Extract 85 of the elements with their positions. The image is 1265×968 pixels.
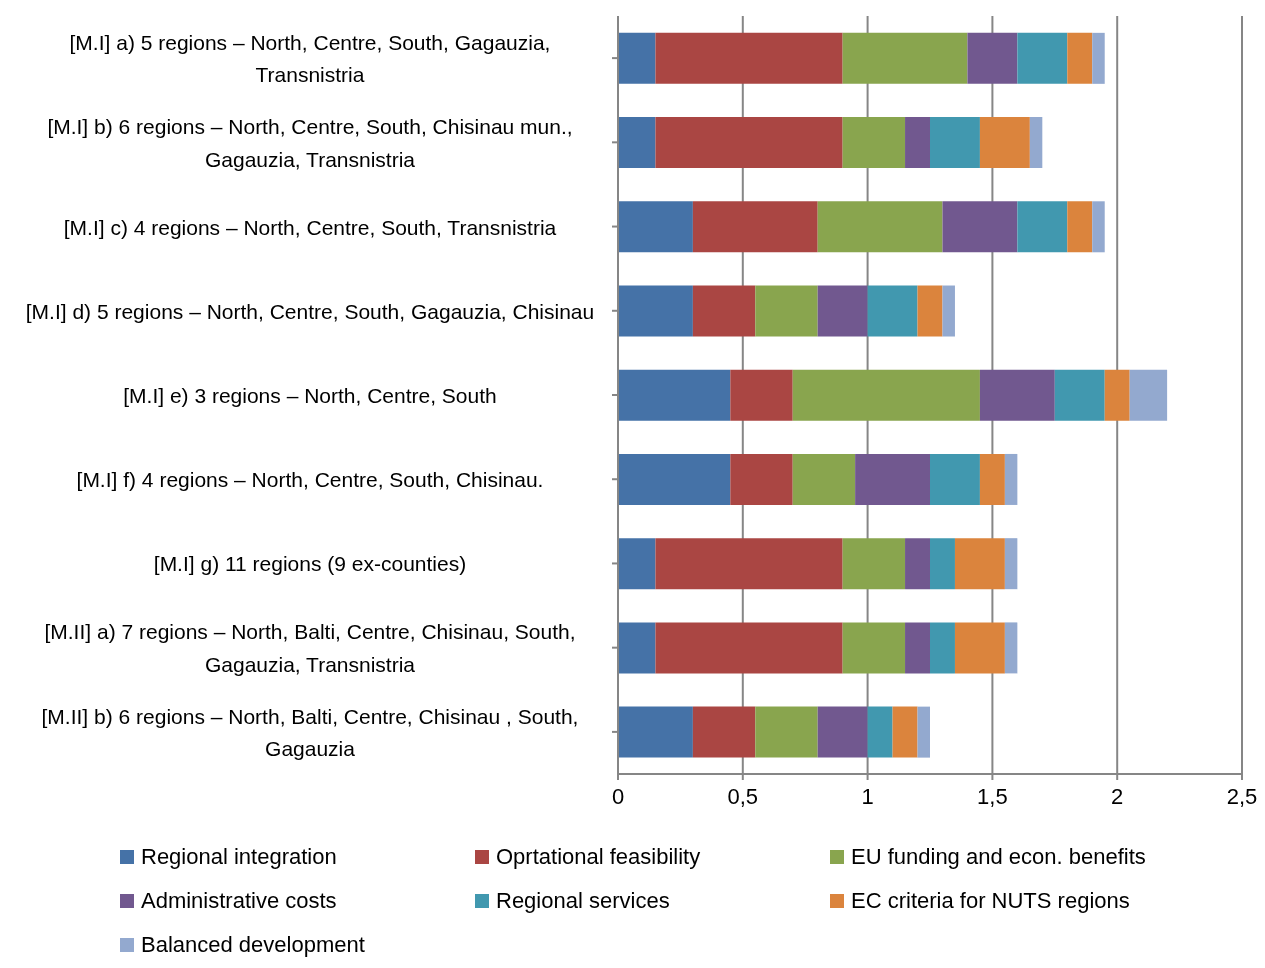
bar [618, 201, 693, 253]
legend-label: Balanced development [141, 932, 365, 958]
bar [1129, 369, 1168, 421]
y-tick-label: [M.I] f) 4 regions – North, Centre, South, Chisinau. [76, 467, 544, 491]
y-tick-label: [M.I] c) 4 regions – North, Centre, South, Transnistria [63, 215, 557, 239]
bar [692, 706, 756, 758]
x-tick-label: 1 [861, 783, 874, 809]
bar [979, 453, 1005, 505]
x-tick-label: 2,5 [1226, 783, 1258, 809]
bar [1054, 369, 1105, 421]
bar [892, 706, 918, 758]
y-tick-label: [M.I] e) 3 regions – North, Centre, South [123, 383, 497, 407]
bar [692, 201, 818, 253]
bar [1017, 201, 1068, 253]
bar [618, 538, 656, 590]
bar [618, 32, 656, 84]
bar [1004, 453, 1018, 505]
legend-label: EU funding and econ. benefits [851, 844, 1146, 870]
bar [954, 622, 1005, 674]
bar [1004, 622, 1018, 674]
bar [618, 622, 656, 674]
bar [1067, 201, 1093, 253]
bar [1067, 32, 1093, 84]
bar [730, 369, 793, 421]
bar [618, 706, 693, 758]
bar [792, 453, 856, 505]
bar [1104, 369, 1130, 421]
bar [618, 285, 693, 337]
bar [655, 117, 843, 169]
bar [942, 201, 1018, 253]
bar [618, 117, 656, 169]
bar [618, 453, 731, 505]
y-tick-label: [M.I] d) 5 regions – North, Centre, South, Gagauzia, Chisinau [25, 299, 595, 323]
legend-label: Administrative costs [141, 888, 337, 914]
bar [655, 538, 843, 590]
bar [930, 453, 980, 505]
bar [979, 369, 1055, 421]
legend-label: Regional services [496, 888, 670, 914]
bar [917, 706, 930, 758]
legend-label: Oprtational feasibility [496, 844, 701, 870]
bar [967, 32, 1018, 84]
x-tick-label: 0 [611, 783, 625, 809]
bar [817, 706, 868, 758]
bar [905, 117, 930, 169]
bar [979, 117, 1030, 169]
bar [1029, 117, 1043, 169]
bar [730, 453, 793, 505]
bar [618, 369, 731, 421]
bar [867, 706, 893, 758]
bar [792, 369, 980, 421]
x-tick-label: 2 [1111, 783, 1124, 809]
bar [842, 622, 906, 674]
bar [905, 622, 930, 674]
y-tick-label: [M.I] b) 6 regions – North, Centre, South, Chisinau mun., Gagauzia, Transnistria [47, 114, 573, 171]
bar [842, 32, 968, 84]
bar [942, 285, 955, 337]
bar [930, 538, 955, 590]
bar [1004, 538, 1018, 590]
bar [842, 538, 906, 590]
bar [930, 117, 980, 169]
y-tick-label: [M.II] a) 7 regions – North, Balti, Centre, Chisinau, South, Gagauzia, Transnistria [44, 619, 576, 676]
x-tick-label: 0,5 [727, 783, 759, 809]
bar [755, 706, 818, 758]
bar [917, 285, 943, 337]
bar [855, 453, 930, 505]
bar [905, 538, 930, 590]
bar [1092, 201, 1105, 253]
bar [817, 285, 868, 337]
bar [692, 285, 756, 337]
y-tick-label: [M.I] a) 5 regions – North, Centre, South, Gagauzia, Transnistria [69, 30, 551, 86]
bar [867, 285, 918, 337]
x-tick-label: 1,5 [977, 783, 1008, 809]
legend-label: Regional integration [141, 844, 337, 870]
bar [655, 32, 843, 84]
y-tick-label: [M.II] b) 6 regions – North, Balti, Centre, Chisinau , South, Gagauzia [41, 704, 579, 760]
bar [954, 538, 1005, 590]
bar [755, 285, 818, 337]
bar [1017, 32, 1068, 84]
bar [655, 622, 843, 674]
bar [930, 622, 955, 674]
y-tick-label: [M.I] g) 11 regions (9 ex-counties) [153, 551, 467, 575]
legend-label: EC criteria for NUTS regions [851, 888, 1130, 914]
bar [817, 201, 943, 253]
bar [842, 117, 906, 169]
bar [1092, 32, 1105, 84]
